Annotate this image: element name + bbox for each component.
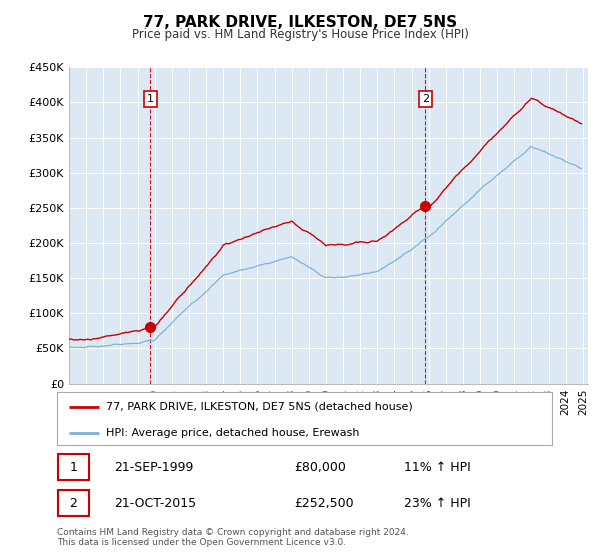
Text: 77, PARK DRIVE, ILKESTON, DE7 5NS: 77, PARK DRIVE, ILKESTON, DE7 5NS <box>143 15 457 30</box>
Text: 2: 2 <box>422 94 429 104</box>
Text: 77, PARK DRIVE, ILKESTON, DE7 5NS (detached house): 77, PARK DRIVE, ILKESTON, DE7 5NS (detac… <box>107 402 413 412</box>
Text: 23% ↑ HPI: 23% ↑ HPI <box>404 497 470 510</box>
Text: £252,500: £252,500 <box>295 497 354 510</box>
Text: £80,000: £80,000 <box>295 460 346 474</box>
Text: 21-OCT-2015: 21-OCT-2015 <box>114 497 196 510</box>
Text: HPI: Average price, detached house, Erewash: HPI: Average price, detached house, Erew… <box>107 428 360 438</box>
Text: 2: 2 <box>70 497 77 510</box>
Text: 1: 1 <box>70 460 77 474</box>
Text: Contains HM Land Registry data © Crown copyright and database right 2024.
This d: Contains HM Land Registry data © Crown c… <box>57 528 409 547</box>
Bar <box>58 491 89 516</box>
Text: Price paid vs. HM Land Registry's House Price Index (HPI): Price paid vs. HM Land Registry's House … <box>131 28 469 41</box>
Text: 11% ↑ HPI: 11% ↑ HPI <box>404 460 470 474</box>
Text: 21-SEP-1999: 21-SEP-1999 <box>114 460 193 474</box>
Text: 1: 1 <box>147 94 154 104</box>
Bar <box>58 454 89 480</box>
